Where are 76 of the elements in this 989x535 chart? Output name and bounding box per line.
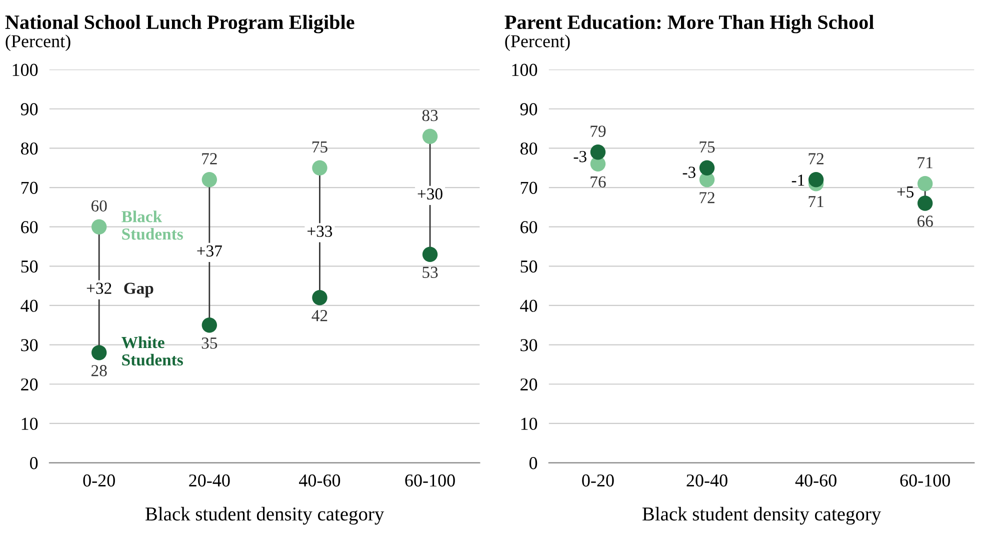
annotation: +37 <box>197 245 222 257</box>
series-label: White Students <box>122 336 183 366</box>
y-tick-label: 40 <box>520 300 538 312</box>
point <box>202 172 218 188</box>
chart-title: National School Lunch Program Eligible <box>5 14 354 34</box>
annotation: -3 <box>682 166 696 178</box>
chart-subtitle: (Percent) <box>505 34 570 51</box>
y-tick-label: 50 <box>21 260 38 273</box>
y-tick-label: 10 <box>521 418 538 430</box>
data-label: 75 <box>700 142 715 153</box>
y-tick-label: 10 <box>22 418 38 430</box>
data-label: 79 <box>590 126 606 137</box>
point <box>312 160 328 176</box>
point <box>808 172 824 188</box>
y-tick-label: 50 <box>520 260 538 273</box>
y-tick-label: 60 <box>21 221 38 234</box>
y-tick-label: 20 <box>520 378 538 391</box>
data-label: 53 <box>422 266 438 278</box>
annotation: -1 <box>792 174 804 186</box>
data-label: 42 <box>312 310 328 322</box>
data-label: 28 <box>91 365 107 376</box>
y-tick-label: 30 <box>21 339 38 352</box>
point <box>917 196 933 211</box>
x-tick-label: 20-40 <box>189 474 230 487</box>
annotation: -3 <box>574 150 586 162</box>
y-tick-label: 80 <box>20 142 38 155</box>
point <box>91 219 107 234</box>
x-tick-label: 60-100 <box>405 474 455 487</box>
data-label: 72 <box>808 153 824 164</box>
y-tick-label: 20 <box>21 378 38 391</box>
x-tick-label: 0-20 <box>83 474 115 487</box>
point <box>917 176 933 192</box>
data-label: 35 <box>202 338 218 349</box>
data-label: 72 <box>202 153 217 164</box>
x-tick-label: 40-60 <box>795 474 836 487</box>
point <box>202 318 218 333</box>
data-label: 60 <box>91 200 107 212</box>
y-tick-label: 70 <box>21 182 38 194</box>
data-label: 83 <box>422 110 438 122</box>
data-label: 71 <box>918 157 932 168</box>
x-axis-title: Black student density category <box>642 506 882 525</box>
y-tick-label: 100 <box>12 64 38 76</box>
annotation: Gap <box>124 282 154 298</box>
annotation: +30 <box>418 188 442 200</box>
point <box>312 290 328 306</box>
x-tick-label: 0-20 <box>582 474 614 487</box>
annotation: +33 <box>308 226 332 237</box>
point <box>422 128 438 144</box>
y-tick-label: 80 <box>520 142 538 155</box>
y-tick-label: 0 <box>529 457 538 470</box>
y-tick-label: 30 <box>520 339 538 352</box>
annotation: +32 <box>86 282 112 294</box>
y-tick-label: 70 <box>520 182 538 194</box>
point <box>422 246 438 262</box>
x-tick-label: 20-40 <box>686 474 728 487</box>
y-tick-label: 90 <box>20 103 38 116</box>
y-tick-label: 0 <box>30 457 38 470</box>
y-tick-label: 100 <box>512 64 538 76</box>
x-tick-label: 40-60 <box>299 474 340 487</box>
point <box>699 160 715 176</box>
y-tick-label: 60 <box>520 221 538 234</box>
y-tick-label: 40 <box>20 300 38 312</box>
data-label: 76 <box>590 176 606 188</box>
annotation: +5 <box>897 186 914 198</box>
data-label: 71 <box>808 196 824 208</box>
series-label: Black Students <box>122 210 183 240</box>
x-axis-title: Black student density category <box>146 506 384 525</box>
point <box>91 345 107 360</box>
point <box>590 144 606 160</box>
chart-title: Parent Education: More Than High School <box>504 14 874 34</box>
data-label: 66 <box>917 216 933 227</box>
chart-subtitle: (Percent) <box>6 34 70 51</box>
y-tick-label: 90 <box>520 103 538 116</box>
x-tick-label: 60-100 <box>900 474 950 487</box>
data-label: 72 <box>700 192 714 204</box>
data-label: 75 <box>312 142 328 153</box>
